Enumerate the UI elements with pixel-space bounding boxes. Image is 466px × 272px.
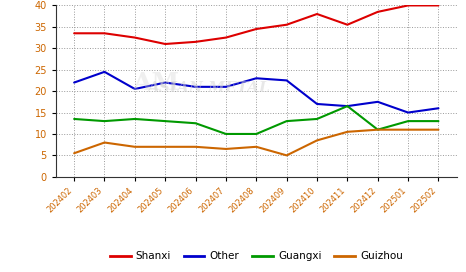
Other xyxy=(223,85,229,88)
Shanxi xyxy=(314,12,320,16)
Guizhou xyxy=(314,139,320,142)
Guizhou xyxy=(436,128,441,131)
Text: ASIAN METAL: ASIAN METAL xyxy=(147,81,270,95)
Other xyxy=(375,100,381,103)
Line: Guizhou: Guizhou xyxy=(74,130,439,155)
Other xyxy=(102,70,107,73)
Legend: Shanxi, Other, Guangxi, Guizhou: Shanxi, Other, Guangxi, Guizhou xyxy=(106,247,407,265)
Shanxi xyxy=(193,40,199,44)
Line: Other: Other xyxy=(74,72,439,113)
Guangxi xyxy=(284,119,289,123)
Line: Shanxi: Shanxi xyxy=(74,5,439,44)
Text: AM: AM xyxy=(132,70,180,95)
Shanxi xyxy=(223,36,229,39)
Guangxi xyxy=(102,119,107,123)
Guangxi xyxy=(405,119,411,123)
Other xyxy=(254,77,259,80)
Guangxi xyxy=(163,119,168,123)
Guizhou xyxy=(71,152,77,155)
Other xyxy=(344,104,350,108)
Shanxi xyxy=(132,36,137,39)
Guangxi xyxy=(314,117,320,120)
Guangxi xyxy=(436,119,441,123)
Guangxi xyxy=(223,132,229,136)
Other xyxy=(132,87,137,91)
Shanxi xyxy=(375,10,381,14)
Line: Guangxi: Guangxi xyxy=(74,106,439,134)
Other xyxy=(436,107,441,110)
Shanxi xyxy=(71,32,77,35)
Other xyxy=(163,81,168,84)
Guizhou xyxy=(102,141,107,144)
Guangxi xyxy=(254,132,259,136)
Guizhou xyxy=(375,128,381,131)
Shanxi xyxy=(254,27,259,31)
Other xyxy=(71,81,77,84)
Guizhou xyxy=(163,145,168,149)
Shanxi xyxy=(102,32,107,35)
Guangxi xyxy=(193,122,199,125)
Shanxi xyxy=(344,23,350,26)
Other xyxy=(405,111,411,114)
Guizhou xyxy=(193,145,199,149)
Guangxi xyxy=(132,117,137,120)
Shanxi xyxy=(436,4,441,7)
Guizhou xyxy=(132,145,137,149)
Shanxi xyxy=(284,23,289,26)
Guizhou xyxy=(284,154,289,157)
Guizhou xyxy=(405,128,411,131)
Guizhou xyxy=(223,147,229,151)
Guangxi xyxy=(71,117,77,120)
Other xyxy=(284,79,289,82)
Guangxi xyxy=(344,104,350,108)
Guizhou xyxy=(254,145,259,149)
Other xyxy=(193,85,199,88)
Shanxi xyxy=(163,42,168,46)
Guizhou xyxy=(344,130,350,134)
Shanxi xyxy=(405,4,411,7)
Guangxi xyxy=(375,128,381,131)
Other xyxy=(314,102,320,106)
